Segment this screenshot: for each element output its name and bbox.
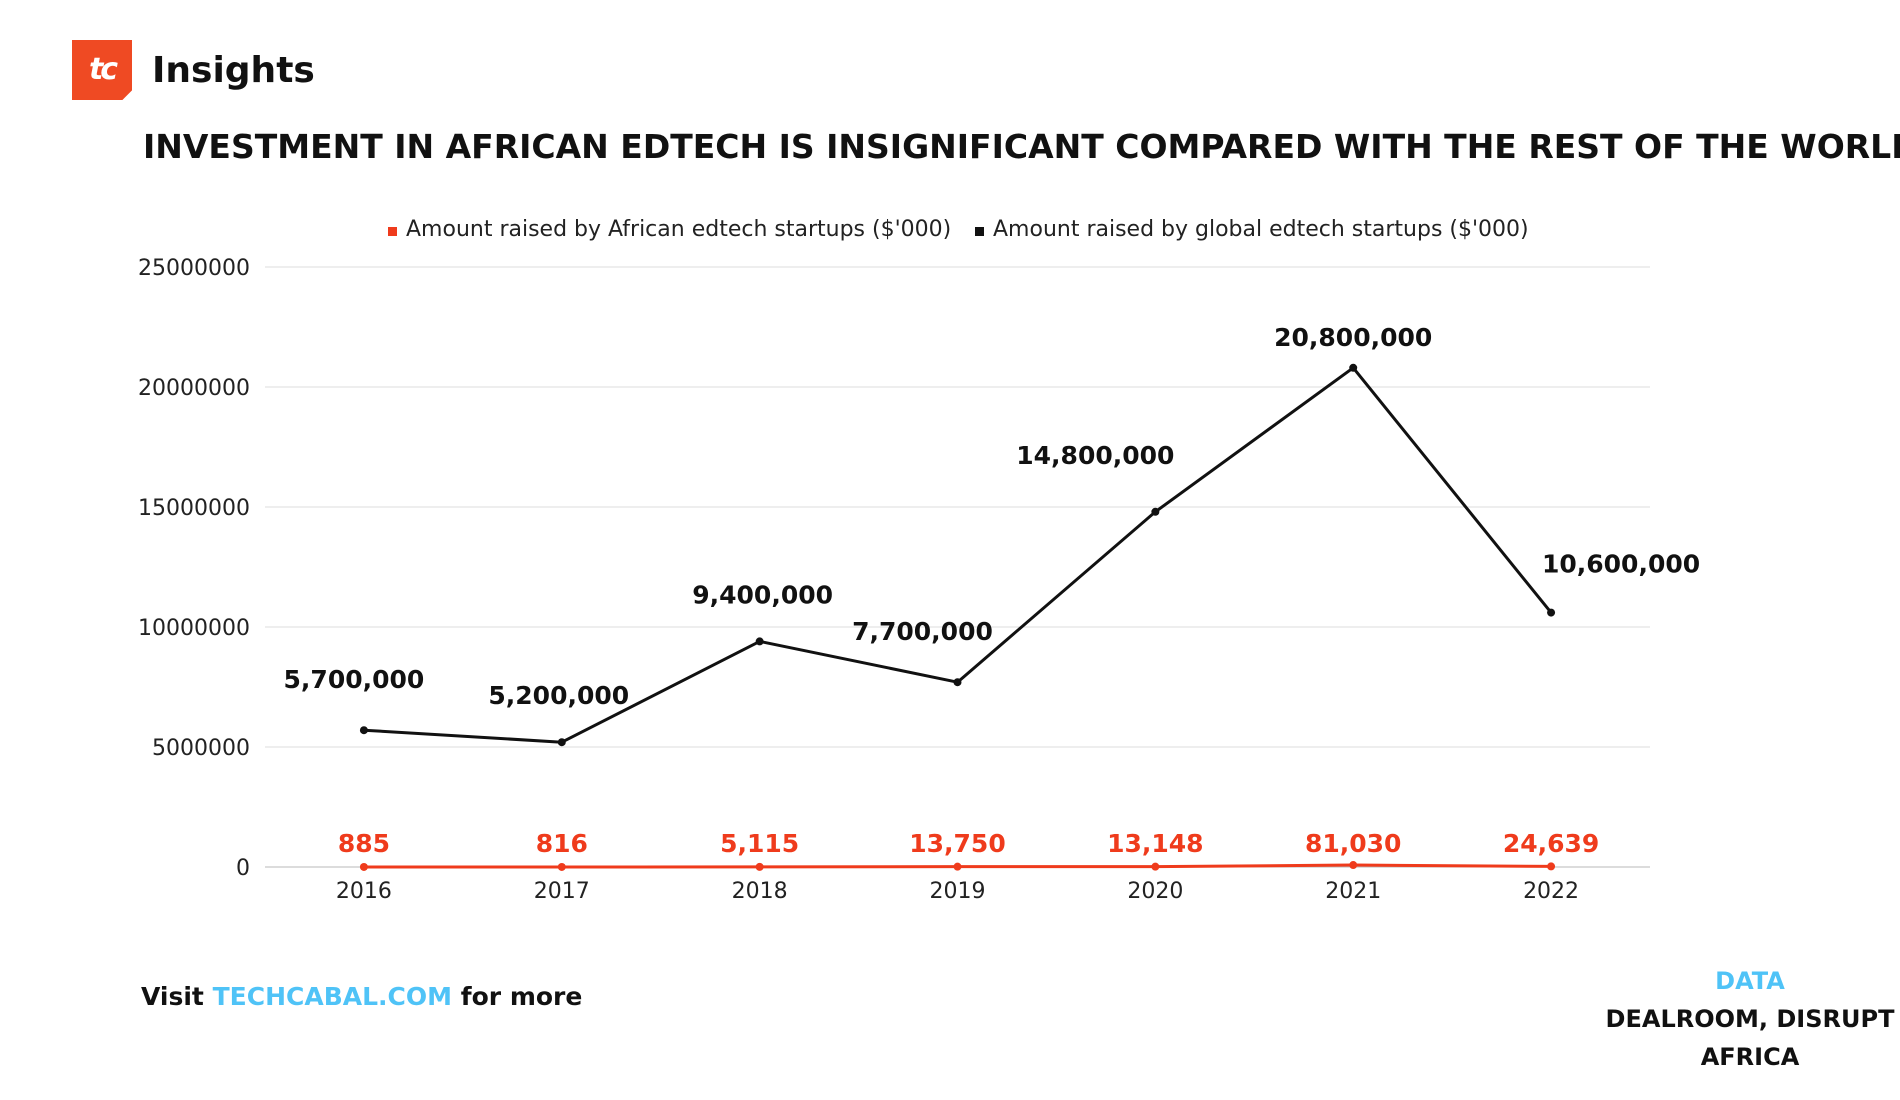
x-tick-label: 2018	[732, 879, 788, 904]
african-data-label: 13,750	[909, 829, 1005, 858]
y-tick-label: 25000000	[138, 256, 250, 281]
x-tick-label: 2021	[1325, 879, 1381, 904]
techcabal-link[interactable]: TECHCABAL.COM	[212, 982, 453, 1011]
x-tick-label: 2019	[930, 879, 986, 904]
global-data-label: 7,700,000	[852, 617, 993, 646]
chart-headline: INVESTMENT IN AFRICAN EDTECH IS INSIGNIF…	[143, 127, 1900, 166]
global-data-point	[1151, 507, 1160, 516]
global-data-label: 9,400,000	[692, 580, 833, 609]
source-label: DATA	[1715, 967, 1785, 995]
global-data-label: 10,600,000	[1542, 550, 1700, 579]
global-data-point	[953, 678, 962, 687]
african-data-point	[1151, 862, 1160, 871]
y-tick-label: 10000000	[138, 616, 250, 641]
african-data-label: 24,639	[1503, 829, 1599, 858]
brand-name: Insights	[152, 49, 315, 91]
legend-label: Amount raised by African edtech startups…	[406, 217, 951, 242]
x-tick-label: 2020	[1127, 879, 1183, 904]
african-data-label: 5,115	[720, 829, 799, 858]
x-tick-label: 2016	[336, 879, 392, 904]
techcabal-logo-icon: tc	[72, 40, 132, 100]
x-tick-label: 2022	[1523, 879, 1579, 904]
x-tick-label: 2017	[534, 879, 590, 904]
legend-swatch	[975, 227, 984, 236]
global-data-point	[755, 637, 764, 646]
african-data-label: 816	[536, 829, 588, 858]
y-tick-label: 15000000	[138, 496, 250, 521]
y-tick-label: 0	[236, 856, 250, 881]
african-data-label: 885	[338, 829, 390, 858]
african-data-point	[953, 862, 962, 871]
global-data-label: 5,700,000	[284, 665, 425, 694]
global-data-point	[359, 726, 368, 735]
global-data-label: 14,800,000	[1016, 441, 1174, 470]
logo-text: tc	[88, 52, 118, 87]
footer-visit: Visit TECHCABAL.COM for more	[141, 982, 582, 1011]
global-data-point	[1547, 608, 1556, 617]
african-data-point	[1349, 861, 1358, 870]
global-data-point	[557, 738, 566, 747]
global-data-label: 20,800,000	[1274, 323, 1432, 352]
visit-suffix: for more	[460, 982, 583, 1011]
african-data-point	[1547, 862, 1556, 871]
legend-swatch	[388, 227, 397, 236]
global-data-point	[1349, 363, 1358, 372]
african-data-point	[359, 862, 368, 871]
source-line-1: DEALROOM, DISRUPT	[1605, 1005, 1895, 1033]
brand: tc Insights	[72, 40, 315, 100]
african-data-point	[557, 862, 566, 871]
y-tick-label: 5000000	[152, 736, 250, 761]
y-tick-label: 20000000	[138, 376, 250, 401]
african-data-label: 13,148	[1107, 829, 1203, 858]
african-data-point	[755, 862, 764, 871]
legend-label: Amount raised by global edtech startups …	[993, 217, 1529, 242]
visit-prefix: Visit	[141, 982, 204, 1011]
african-data-label: 81,030	[1305, 829, 1401, 858]
global-data-label: 5,200,000	[488, 681, 629, 710]
source-line-2: AFRICA	[1700, 1043, 1800, 1071]
data-source: DATA DEALROOM, DISRUPT AFRICA	[1570, 962, 1900, 1076]
